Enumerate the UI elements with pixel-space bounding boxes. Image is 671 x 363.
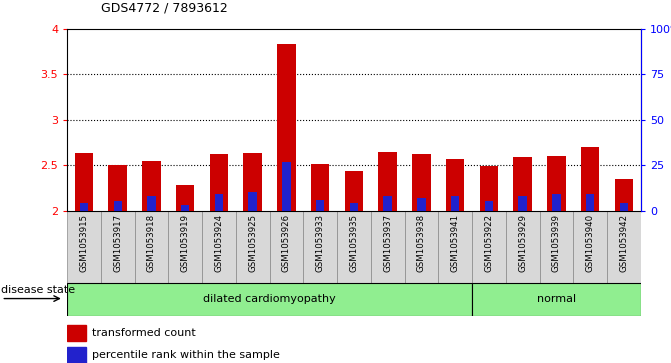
Bar <box>316 200 324 211</box>
Bar <box>573 211 607 283</box>
Bar <box>67 211 101 283</box>
Bar <box>506 211 539 283</box>
Bar <box>472 283 641 316</box>
Text: transformed count: transformed count <box>93 328 196 338</box>
Bar <box>270 211 303 283</box>
Bar <box>277 44 296 211</box>
Bar <box>484 201 493 211</box>
Text: GSM1053919: GSM1053919 <box>180 214 190 272</box>
Bar <box>244 153 262 211</box>
Bar <box>74 153 93 211</box>
Bar <box>113 201 122 211</box>
Bar <box>176 185 195 211</box>
Bar <box>539 211 573 283</box>
Text: percentile rank within the sample: percentile rank within the sample <box>93 350 280 360</box>
Text: GSM1053935: GSM1053935 <box>350 214 358 272</box>
Bar <box>209 154 228 211</box>
Bar <box>607 211 641 283</box>
Bar <box>303 211 337 283</box>
Text: GSM1053924: GSM1053924 <box>215 214 223 272</box>
Text: GSM1053942: GSM1053942 <box>619 214 629 272</box>
Text: GSM1053939: GSM1053939 <box>552 214 561 272</box>
Bar <box>472 211 506 283</box>
Bar <box>142 160 161 211</box>
Bar <box>552 194 561 211</box>
Bar <box>412 154 431 211</box>
Bar <box>547 156 566 211</box>
Bar <box>451 196 460 211</box>
Text: GDS4772 / 7893612: GDS4772 / 7893612 <box>101 1 227 15</box>
Bar <box>581 147 599 211</box>
Bar <box>101 211 135 283</box>
Bar <box>350 203 358 211</box>
Bar <box>438 211 472 283</box>
Bar <box>384 196 392 211</box>
Bar <box>378 152 397 211</box>
Text: GSM1053917: GSM1053917 <box>113 214 122 272</box>
Bar <box>147 196 156 211</box>
Text: disease state: disease state <box>1 285 75 295</box>
Text: normal: normal <box>537 294 576 305</box>
Text: dilated cardiomyopathy: dilated cardiomyopathy <box>203 294 336 305</box>
Text: GSM1053922: GSM1053922 <box>484 214 493 272</box>
Text: GSM1053926: GSM1053926 <box>282 214 291 272</box>
Bar <box>405 211 438 283</box>
Text: GSM1053938: GSM1053938 <box>417 214 426 272</box>
Text: GSM1053918: GSM1053918 <box>147 214 156 272</box>
Bar <box>202 211 236 283</box>
Bar <box>519 196 527 211</box>
Text: GSM1053929: GSM1053929 <box>518 214 527 272</box>
Bar <box>181 205 189 211</box>
Bar <box>67 347 86 363</box>
Bar <box>615 179 633 211</box>
Text: GSM1053933: GSM1053933 <box>315 214 325 272</box>
Bar <box>67 283 472 316</box>
Bar <box>620 203 628 211</box>
Bar <box>80 203 88 211</box>
Bar <box>586 194 595 211</box>
Bar <box>135 211 168 283</box>
Bar <box>480 166 499 211</box>
Bar <box>417 198 425 211</box>
Bar <box>168 211 202 283</box>
Bar <box>311 164 329 211</box>
Bar <box>513 157 532 211</box>
Bar <box>345 171 363 211</box>
Text: GSM1053937: GSM1053937 <box>383 214 393 272</box>
Bar <box>248 192 257 211</box>
Bar <box>67 325 86 341</box>
Bar <box>371 211 405 283</box>
Bar <box>282 162 291 211</box>
Bar <box>109 165 127 211</box>
Text: GSM1053941: GSM1053941 <box>451 214 460 272</box>
Text: GSM1053940: GSM1053940 <box>586 214 595 272</box>
Bar <box>236 211 270 283</box>
Text: GSM1053925: GSM1053925 <box>248 214 257 272</box>
Bar <box>215 194 223 211</box>
Text: GSM1053915: GSM1053915 <box>79 214 89 272</box>
Bar <box>446 159 464 211</box>
Bar <box>337 211 371 283</box>
